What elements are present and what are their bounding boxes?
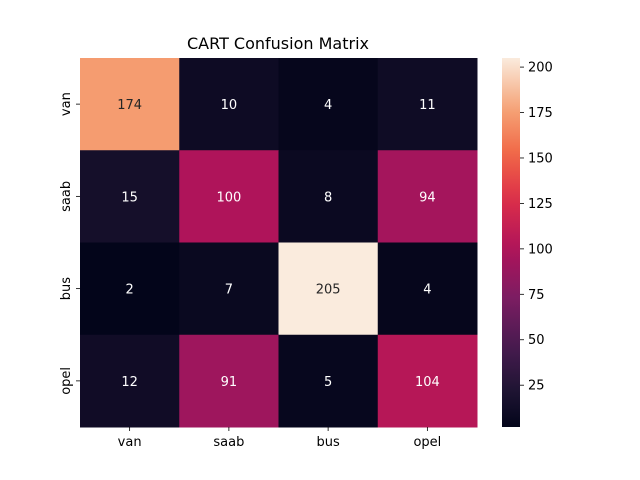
heatmap-cell: [377, 150, 478, 243]
heatmap-cell: [377, 242, 478, 336]
cell-value-label: 104: [415, 375, 440, 390]
heatmap-cell: [278, 334, 379, 428]
heatmap-cell: [179, 150, 279, 243]
x-tick-label: van: [118, 435, 142, 450]
x-axis: van saab bus opel: [118, 427, 441, 450]
cell-value-label: 94: [419, 190, 436, 205]
heatmap-cell: [278, 150, 379, 243]
heatmap-cell: [80, 334, 180, 428]
colorbar-tick-label: 175: [528, 106, 553, 121]
y-tick-label: saab: [59, 181, 74, 212]
heatmap-cell: [179, 58, 279, 151]
cell-value-label: 5: [324, 375, 332, 390]
heatmap-cells: [80, 58, 478, 428]
y-tick-label: bus: [59, 277, 74, 300]
cell-value-label: 91: [221, 375, 238, 390]
cell-value-label: 15: [121, 190, 138, 205]
cell-value-label: 7: [225, 283, 233, 298]
y-tick-label: opel: [59, 367, 74, 395]
heatmap-cell: [80, 58, 180, 151]
cell-value-label: 2: [125, 283, 133, 298]
heatmap-cell: [278, 58, 379, 151]
x-tick-label: bus: [316, 435, 339, 450]
colorbar-tick-label: 150: [528, 151, 553, 166]
colorbar-tick-label: 125: [528, 197, 553, 212]
colorbar-tick-label: 100: [528, 242, 553, 257]
colorbar-tick-label: 25: [528, 379, 545, 394]
heatmap-cell: [179, 334, 279, 428]
colorbar: 25 50 75 100 125 150 175 200: [502, 58, 553, 427]
x-tick-label: saab: [213, 435, 244, 450]
heatmap-cell: [80, 150, 180, 243]
cell-value-label: 11: [419, 98, 436, 113]
colorbar-tick-label: 75: [528, 288, 545, 303]
heatmap-cell: [377, 58, 478, 151]
cell-value-label: 8: [324, 190, 332, 205]
y-axis: van saab bus opel: [59, 92, 80, 395]
cell-value-label: 12: [121, 375, 138, 390]
heatmap-cell: [179, 242, 279, 336]
cell-value-label: 4: [324, 98, 332, 113]
cell-value-label: 4: [423, 283, 431, 298]
heatmap-cell: [377, 334, 478, 428]
colorbar-gradient: [502, 58, 520, 427]
cell-value-label: 174: [117, 98, 142, 113]
cell-value-label: 10: [221, 98, 238, 113]
cell-value-label: 205: [316, 283, 341, 298]
cell-value-label: 100: [216, 190, 241, 205]
chart-title: CART Confusion Matrix: [187, 34, 369, 53]
colorbar-tick-label: 50: [528, 333, 545, 348]
heatmap-cell: [80, 242, 180, 336]
colorbar-tick-label: 200: [528, 61, 553, 76]
y-tick-label: van: [59, 92, 74, 116]
x-tick-label: opel: [413, 435, 441, 450]
heatmap-cell: [278, 242, 379, 336]
